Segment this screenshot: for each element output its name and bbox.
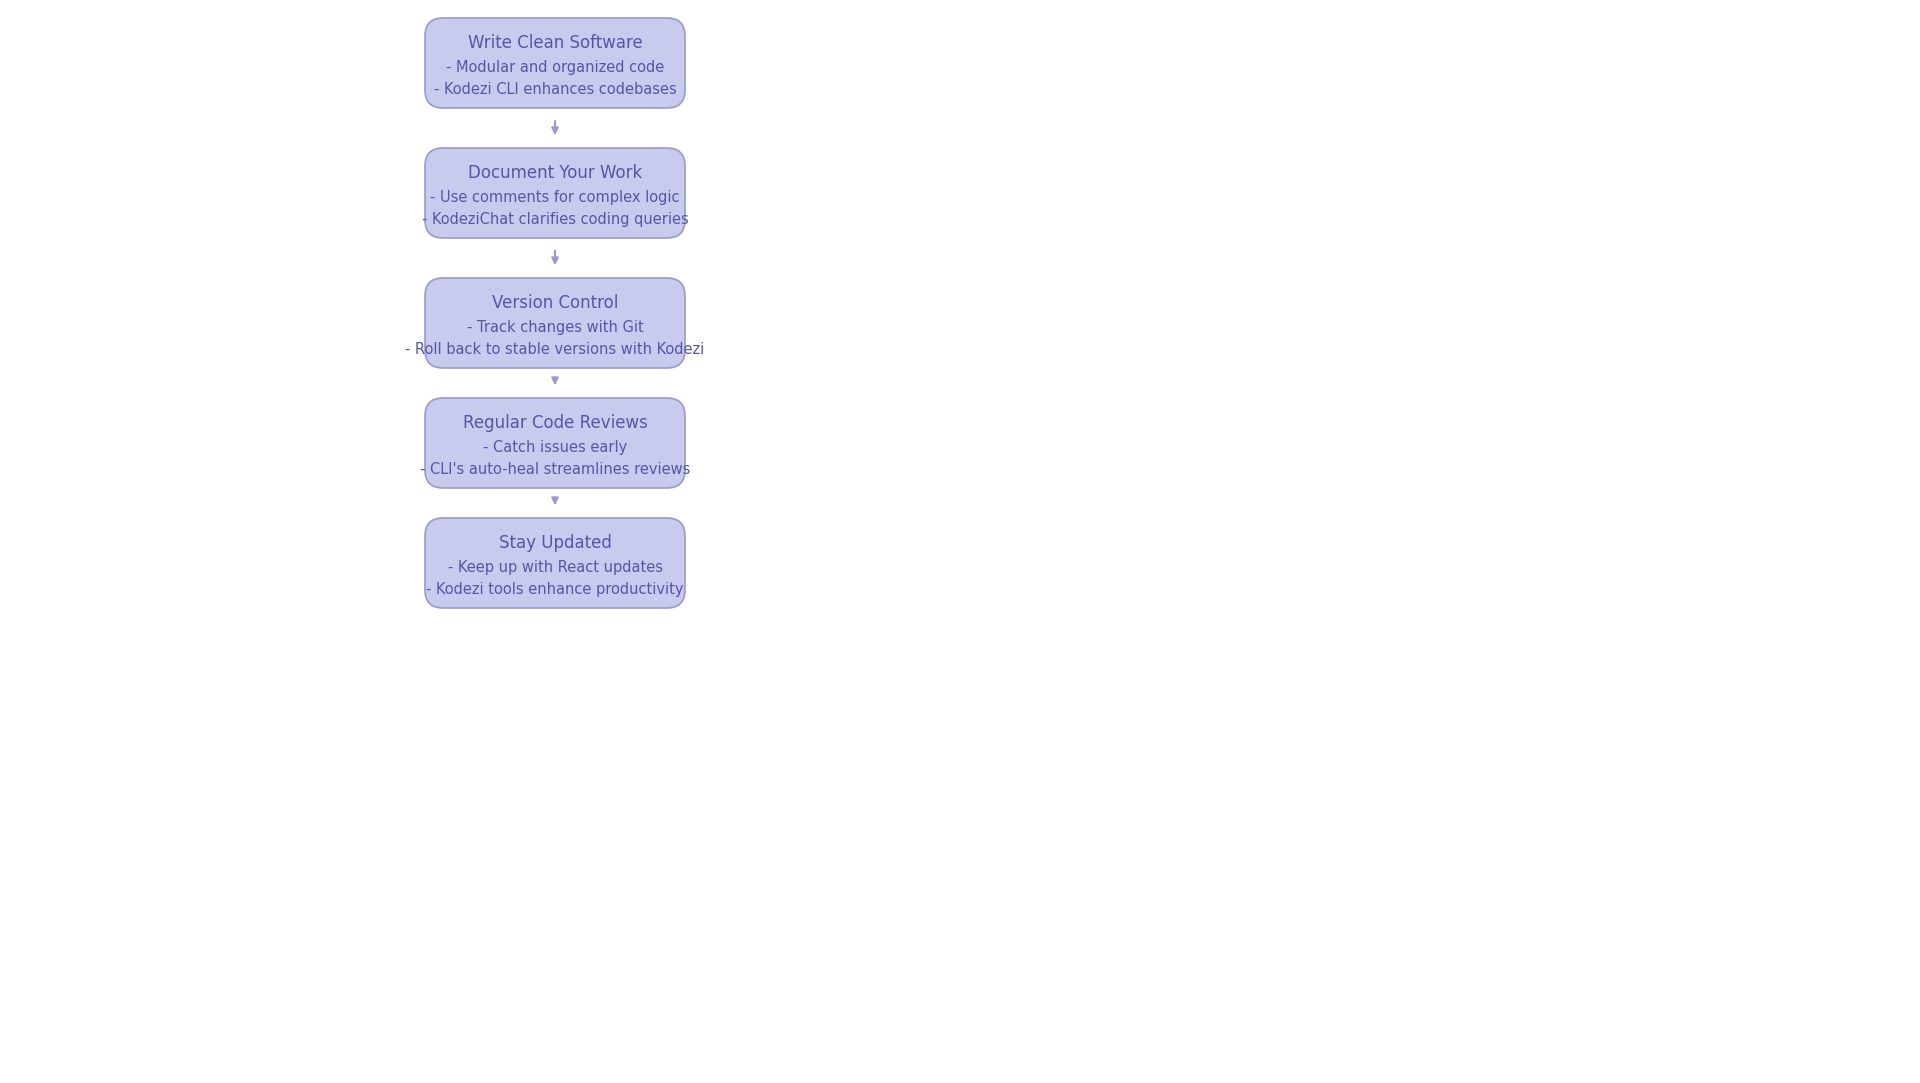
FancyBboxPatch shape — [424, 397, 685, 488]
Text: - Kodezi tools enhance productivity: - Kodezi tools enhance productivity — [426, 582, 684, 597]
Text: Version Control: Version Control — [492, 295, 618, 312]
Text: - Modular and organized code: - Modular and organized code — [445, 60, 664, 75]
Text: - Catch issues early: - Catch issues early — [482, 440, 628, 455]
Text: - Track changes with Git: - Track changes with Git — [467, 319, 643, 335]
FancyBboxPatch shape — [424, 148, 685, 238]
Text: - Roll back to stable versions with Kodezi: - Roll back to stable versions with Kode… — [405, 341, 705, 356]
Text: Regular Code Reviews: Regular Code Reviews — [463, 414, 647, 432]
Text: - Keep up with React updates: - Keep up with React updates — [447, 560, 662, 575]
FancyBboxPatch shape — [424, 18, 685, 108]
Text: - CLI's auto-heal streamlines reviews: - CLI's auto-heal streamlines reviews — [420, 461, 689, 477]
Text: Document Your Work: Document Your Work — [468, 165, 641, 182]
Text: Stay Updated: Stay Updated — [499, 534, 611, 552]
FancyBboxPatch shape — [424, 518, 685, 608]
Text: - Use comments for complex logic: - Use comments for complex logic — [430, 190, 680, 205]
Text: - Kodezi CLI enhances codebases: - Kodezi CLI enhances codebases — [434, 81, 676, 96]
FancyBboxPatch shape — [424, 278, 685, 368]
Text: - KodeziChat clarifies coding queries: - KodeziChat clarifies coding queries — [422, 211, 689, 226]
Text: Write Clean Software: Write Clean Software — [468, 35, 643, 52]
